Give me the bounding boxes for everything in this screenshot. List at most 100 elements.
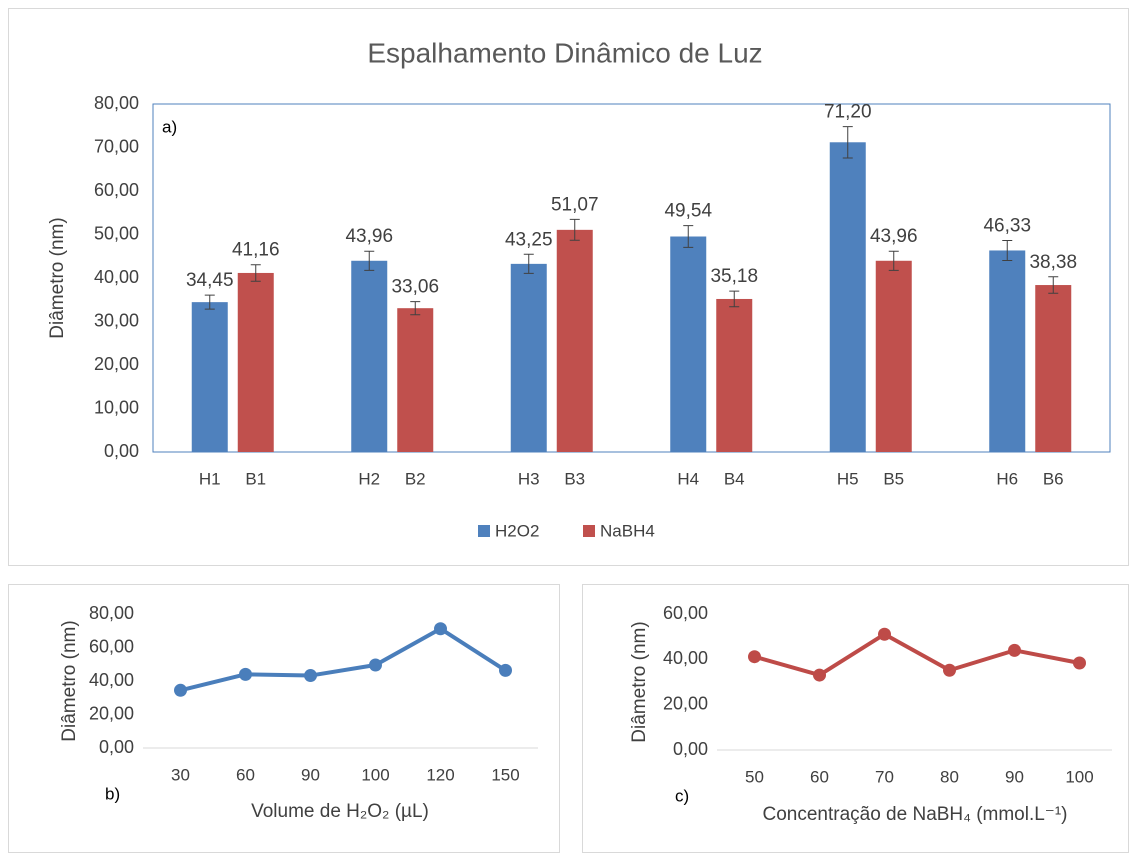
x-tick-label: 120 [426, 765, 454, 784]
line [753, 632, 1080, 678]
bar-label: H3 [518, 469, 540, 488]
bar-label: B1 [245, 469, 266, 488]
bar [556, 229, 593, 452]
marker [239, 667, 252, 681]
panel-c [582, 584, 1129, 853]
error-bar [842, 126, 853, 159]
value-label: 41,16 [232, 240, 280, 261]
line [180, 626, 507, 693]
x-tick-label: 50 [745, 767, 764, 786]
annotation: c) [675, 786, 689, 805]
value-label: 49,54 [664, 201, 712, 222]
x-tick-label: 90 [301, 765, 320, 784]
x-tick-label: 100 [1065, 767, 1093, 786]
x-tick-label: 60 [810, 767, 829, 786]
marker [943, 663, 956, 677]
x-tick-label: 80 [940, 767, 959, 786]
chart-title: Espalhamento Dinâmico de Luz [367, 37, 762, 68]
error-bar [1002, 239, 1013, 261]
marker [499, 663, 512, 677]
value-label: 71,20 [824, 102, 872, 123]
error-bar [204, 294, 215, 310]
value-label: 33,06 [391, 277, 439, 298]
bar [191, 302, 228, 452]
legend-label: H2O2 [495, 521, 539, 540]
y-tick-label: 0,00 [99, 737, 134, 757]
bar-label: H2 [358, 469, 380, 488]
marker [748, 650, 761, 664]
bar-label: H5 [837, 469, 859, 488]
bar [875, 260, 912, 452]
y-tick-label: 0,00 [673, 739, 708, 759]
error-bar [569, 218, 580, 241]
panel-a [8, 8, 1129, 566]
error-bar [888, 250, 899, 271]
bar-label: H6 [996, 469, 1018, 488]
y-tick-label: 20,00 [663, 693, 708, 713]
annotation: b) [105, 784, 120, 803]
x-tick-label: 30 [171, 765, 190, 784]
value-label: 51,07 [551, 194, 599, 215]
y-tick-label: 40,00 [89, 670, 134, 690]
y-tick-label: 60,00 [94, 180, 139, 200]
marker [1008, 643, 1021, 657]
y-tick-label: 0,00 [104, 441, 139, 461]
bar [237, 272, 274, 452]
y-tick-label: 40,00 [94, 267, 139, 287]
y-tick-label: 80,00 [94, 93, 139, 113]
x-tick-label: 100 [361, 765, 389, 784]
bar [716, 298, 753, 452]
error-bar [683, 225, 694, 248]
value-label: 43,96 [345, 226, 393, 247]
bar-label: H1 [199, 469, 221, 488]
x-tick-label: 150 [491, 765, 519, 784]
error-bar [250, 264, 261, 282]
bar [510, 263, 547, 452]
y-tick-label: 60,00 [89, 636, 134, 656]
marker [813, 668, 826, 682]
bar-label: H4 [677, 469, 699, 488]
error-bar [364, 250, 375, 271]
marker [434, 622, 447, 636]
y-tick-label: 10,00 [94, 397, 139, 417]
value-label: 43,96 [870, 226, 918, 247]
annotation: a) [162, 117, 177, 136]
y-tick-label: 40,00 [663, 648, 708, 668]
marker [369, 658, 382, 672]
error-bar [729, 290, 740, 308]
y-tick-label: 60,00 [663, 603, 708, 623]
panel-b [8, 584, 560, 853]
bar-label: B4 [724, 469, 745, 488]
bar-label: B6 [1043, 469, 1064, 488]
bar [351, 260, 388, 452]
y-tick-label: 50,00 [94, 223, 139, 243]
value-label: 43,25 [505, 229, 553, 250]
bar [1035, 285, 1072, 452]
value-label: 38,38 [1029, 252, 1077, 273]
y-axis-label: Diâmetro (nm) [47, 217, 68, 338]
legend-swatch [583, 525, 595, 537]
bar [397, 308, 434, 452]
marker [304, 669, 317, 683]
y-axis-label: Diâmetro (nm) [629, 621, 650, 742]
error-bar [410, 301, 421, 316]
marker [878, 627, 891, 641]
value-label: 34,45 [186, 270, 234, 291]
x-tick-label: 70 [875, 767, 894, 786]
error-bar [1048, 276, 1059, 294]
bar-label: B5 [883, 469, 904, 488]
plot-frame [152, 103, 1111, 453]
y-tick-label: 20,00 [89, 703, 134, 723]
legend-swatch [478, 525, 490, 537]
bar [670, 236, 707, 452]
bar-label: B3 [564, 469, 585, 488]
x-axis-label: Volume de H₂O₂ (µL) [251, 801, 429, 822]
bar [989, 250, 1026, 452]
error-bar [523, 253, 534, 274]
bar-label: B2 [405, 469, 426, 488]
y-tick-label: 70,00 [94, 136, 139, 156]
bar [829, 142, 866, 452]
y-tick-label: 30,00 [94, 310, 139, 330]
x-tick-label: 60 [236, 765, 255, 784]
